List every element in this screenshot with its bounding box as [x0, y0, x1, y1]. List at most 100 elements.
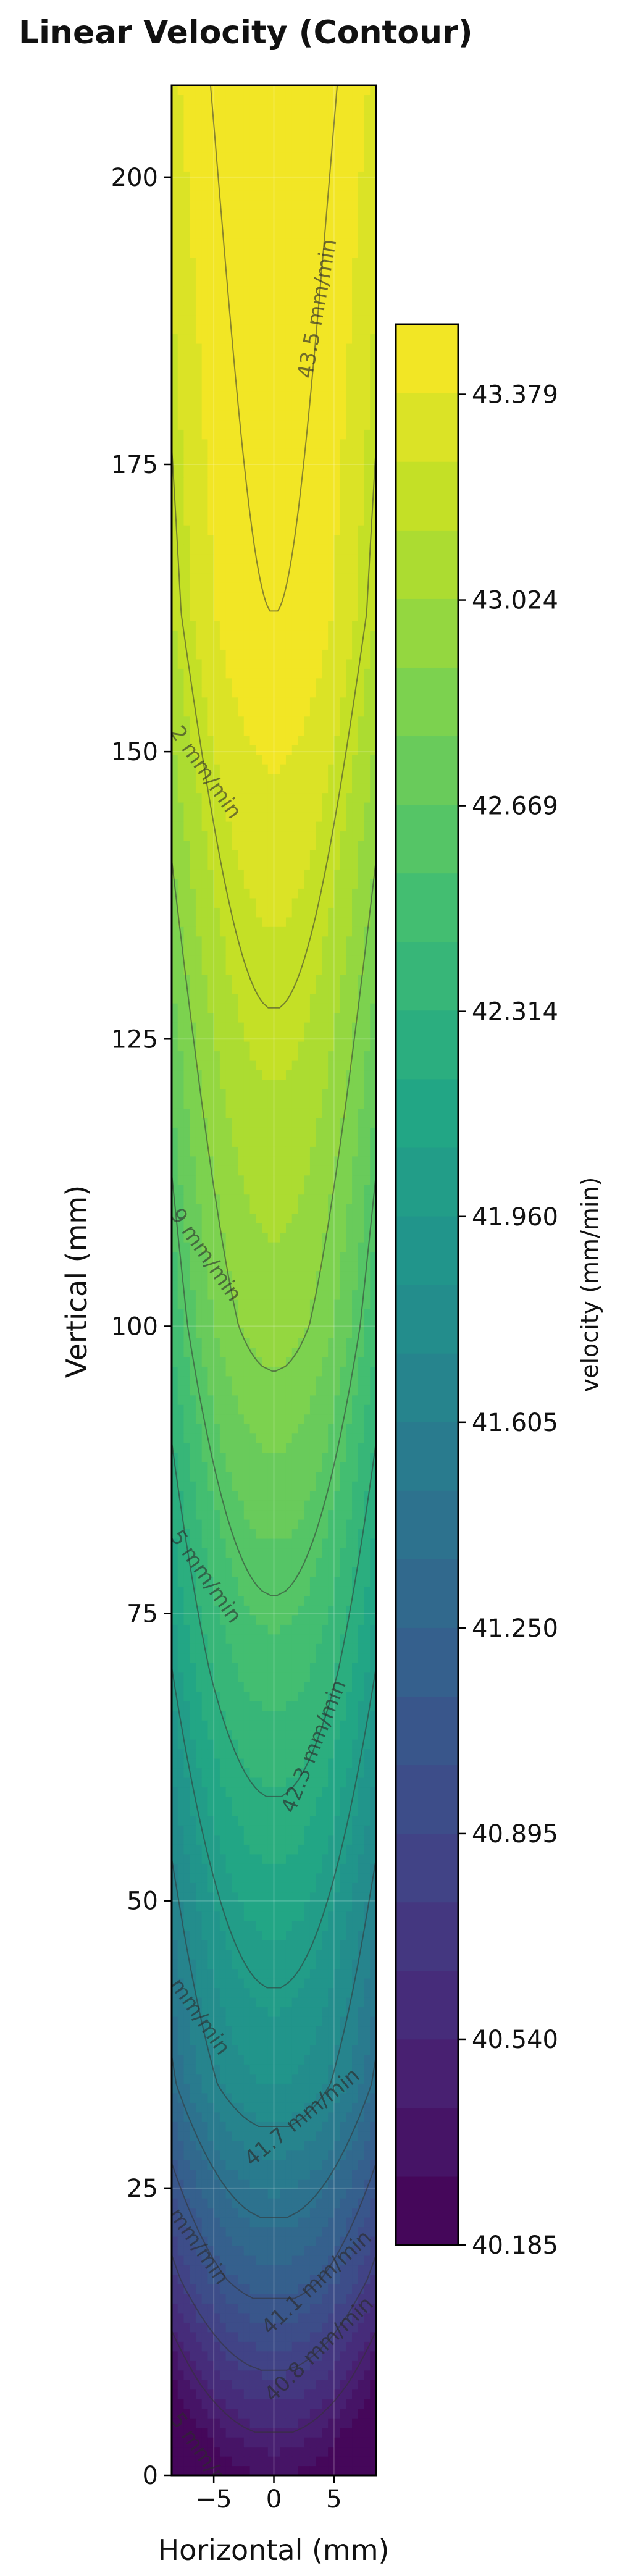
contour-cell	[328, 1844, 335, 1855]
contour-cell	[190, 1806, 196, 1816]
contour-cell	[207, 1318, 214, 1328]
contour-cell	[207, 2303, 214, 2314]
contour-cell	[346, 1701, 353, 1711]
contour-cell	[352, 1261, 359, 1272]
contour-cell	[243, 2427, 251, 2438]
contour-cell	[316, 1586, 322, 1596]
contour-cell	[172, 2389, 178, 2399]
contour-cell	[328, 1213, 335, 1223]
contour-cell	[280, 2284, 287, 2294]
contour-cell	[232, 1682, 238, 1692]
contour-cell	[298, 1586, 304, 1596]
contour-cell	[280, 2399, 287, 2409]
contour-cell	[232, 1165, 238, 1176]
contour-cell	[309, 1500, 317, 1511]
contour-cell	[333, 2160, 341, 2170]
contour-cell	[370, 1710, 376, 1721]
contour-cell	[291, 1509, 299, 1520]
contour-cell	[249, 2092, 256, 2103]
contour-cell	[249, 1079, 256, 1089]
contour-cell	[219, 2064, 227, 2075]
contour-cell	[304, 2255, 311, 2266]
contour-cell	[370, 1653, 376, 1663]
contour-cell	[370, 1290, 376, 1300]
contour-cell	[267, 1873, 275, 1883]
contour-cell	[225, 2293, 232, 2304]
contour-cell	[262, 1682, 269, 1692]
contour-cell	[328, 1375, 335, 1386]
contour-cell	[195, 2198, 203, 2209]
contour-cell	[298, 1185, 304, 1195]
contour-cell	[172, 2007, 178, 2017]
contour-cell	[285, 1902, 293, 1912]
contour-cell	[316, 2303, 322, 2314]
contour-cell	[249, 1175, 256, 1185]
contour-cell	[274, 2284, 280, 2294]
contour-cell	[267, 2303, 275, 2314]
contour-cell	[333, 2236, 341, 2247]
contour-cell	[267, 1806, 275, 1816]
contour-cell	[267, 1863, 275, 1874]
contour-cell	[333, 2007, 341, 2017]
contour-cell	[298, 1117, 304, 1128]
contour-cell	[267, 1815, 275, 1826]
contour-cell	[370, 1576, 376, 1587]
contour-cell	[291, 2207, 299, 2218]
contour-cell	[256, 2389, 262, 2399]
contour-cell	[172, 2274, 178, 2284]
contour-cell	[249, 1108, 256, 1118]
contour-cell	[172, 2236, 178, 2247]
contour-cell	[256, 1242, 262, 1252]
contour-cell	[238, 1356, 245, 1367]
contour-cell	[201, 1375, 209, 1386]
contour-cell	[346, 2293, 353, 2304]
contour-cell	[291, 1500, 299, 1511]
contour-cell	[316, 1930, 322, 1940]
contour-cell	[201, 1672, 209, 1682]
contour-cell	[219, 1490, 227, 1501]
contour-cell	[333, 1739, 341, 1750]
contour-cell	[370, 2198, 376, 2209]
contour-cell	[370, 1299, 376, 1310]
contour-cell	[201, 2360, 209, 2371]
contour-cell	[322, 1682, 329, 1692]
contour-cell	[207, 1624, 214, 1635]
contour-cell	[177, 1328, 185, 1338]
contour-cell	[364, 1825, 371, 1836]
contour-cell	[201, 1242, 209, 1252]
contour-cell	[364, 1337, 371, 1348]
contour-cell	[201, 2389, 209, 2399]
contour-cell	[214, 1462, 220, 1472]
contour-cell	[280, 2255, 287, 2266]
contour-cell	[370, 2045, 376, 2055]
contour-cell	[285, 1624, 293, 1635]
contour-cell	[225, 1500, 232, 1511]
contour-cell	[316, 2198, 322, 2209]
contour-cell	[358, 1070, 365, 1080]
contour-cell	[364, 1117, 371, 1128]
contour-cell	[309, 1232, 317, 1243]
contour-cell	[214, 1806, 220, 1816]
contour-cell	[346, 1863, 353, 1874]
contour-cell	[249, 2207, 256, 2218]
contour-cell	[267, 2274, 275, 2284]
contour-cell	[298, 2427, 304, 2438]
contour-cell	[340, 2408, 346, 2419]
contour-cell	[249, 2341, 256, 2352]
contour-cell	[207, 2351, 214, 2361]
contour-cell	[364, 1375, 371, 1386]
contour-cell	[322, 1519, 329, 1530]
contour-cell	[183, 2341, 190, 2352]
contour-cell	[238, 1949, 245, 1960]
contour-cell	[328, 1758, 335, 1769]
contour-cell	[232, 1921, 238, 1931]
contour-cell	[262, 2035, 269, 2045]
contour-cell	[195, 1825, 203, 1836]
contour-cell	[316, 2054, 322, 2065]
contour-cell	[190, 1242, 196, 1252]
contour-cell	[322, 1452, 329, 1462]
contour-cell	[328, 1968, 335, 1979]
contour-cell	[285, 2045, 293, 2055]
contour-cell	[207, 2045, 214, 2055]
contour-cell	[172, 2102, 178, 2113]
